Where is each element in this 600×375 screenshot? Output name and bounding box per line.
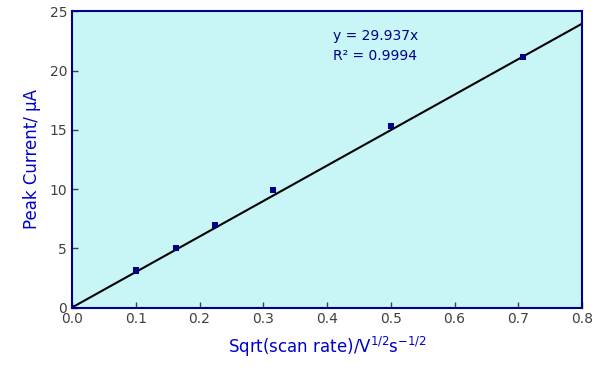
Text: y = 29.937x
R² = 0.9994: y = 29.937x R² = 0.9994 bbox=[334, 29, 419, 63]
X-axis label: Sqrt(scan rate)/V$^{1/2}$s$^{-1/2}$: Sqrt(scan rate)/V$^{1/2}$s$^{-1/2}$ bbox=[227, 335, 427, 359]
Y-axis label: Peak Current/ μA: Peak Current/ μA bbox=[23, 89, 41, 230]
